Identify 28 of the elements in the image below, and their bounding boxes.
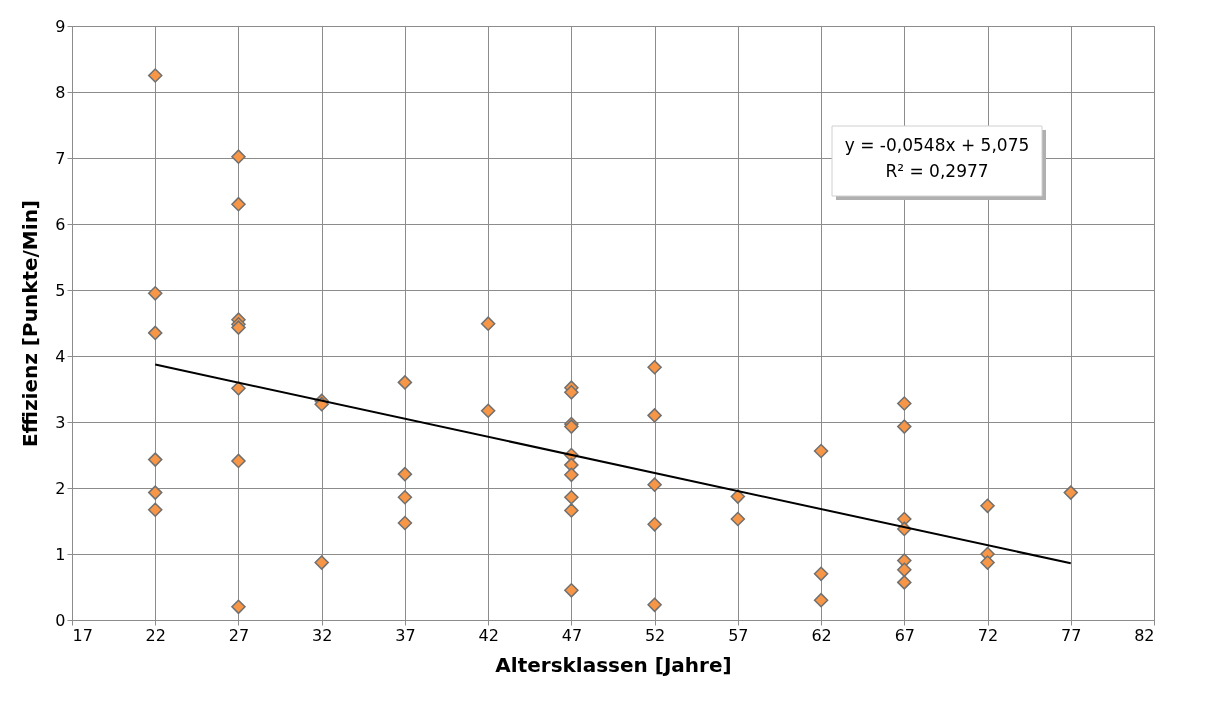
y-tick-label: 3 — [55, 412, 66, 432]
x-tick-label: 32 — [312, 625, 333, 645]
x-tick-label: 62 — [811, 625, 832, 645]
x-tick-label: 22 — [145, 625, 166, 645]
annotation: y = -0,0548x + 5,075 — [844, 135, 1030, 155]
y-tick-label: 1 — [55, 544, 66, 564]
x-tick-label: 77 — [1061, 625, 1082, 645]
x-tick-label: 17 — [72, 625, 93, 645]
x-tick-label: 42 — [478, 625, 499, 645]
x-tick-label: 47 — [561, 625, 583, 645]
x-tick-label: 52 — [644, 625, 666, 645]
x-tick-label: 27 — [228, 625, 250, 645]
y-tick-label: 6 — [55, 214, 66, 234]
y-tick-label: 5 — [55, 280, 66, 300]
annotation: R² = 0,2977 — [885, 161, 989, 181]
x-tick-label: 37 — [395, 625, 416, 645]
y-tick-label: 9 — [55, 16, 66, 36]
y-tick-label: 0 — [55, 610, 66, 630]
y-axis-title: Effizienz [Punkte/Min] — [18, 199, 43, 448]
x-tick-label: 67 — [894, 625, 915, 645]
x-tick-label: 57 — [728, 625, 749, 645]
y-tick-label: 2 — [55, 478, 66, 498]
y-tick-label: 8 — [55, 82, 66, 102]
x-tick-label: 72 — [977, 625, 999, 645]
x-axis-title: Altersklassen [Jahre] — [495, 652, 732, 677]
y-tick-label: 7 — [55, 148, 66, 168]
x-tick-label: 82 — [1134, 625, 1155, 645]
y-tick-label: 4 — [55, 346, 66, 366]
